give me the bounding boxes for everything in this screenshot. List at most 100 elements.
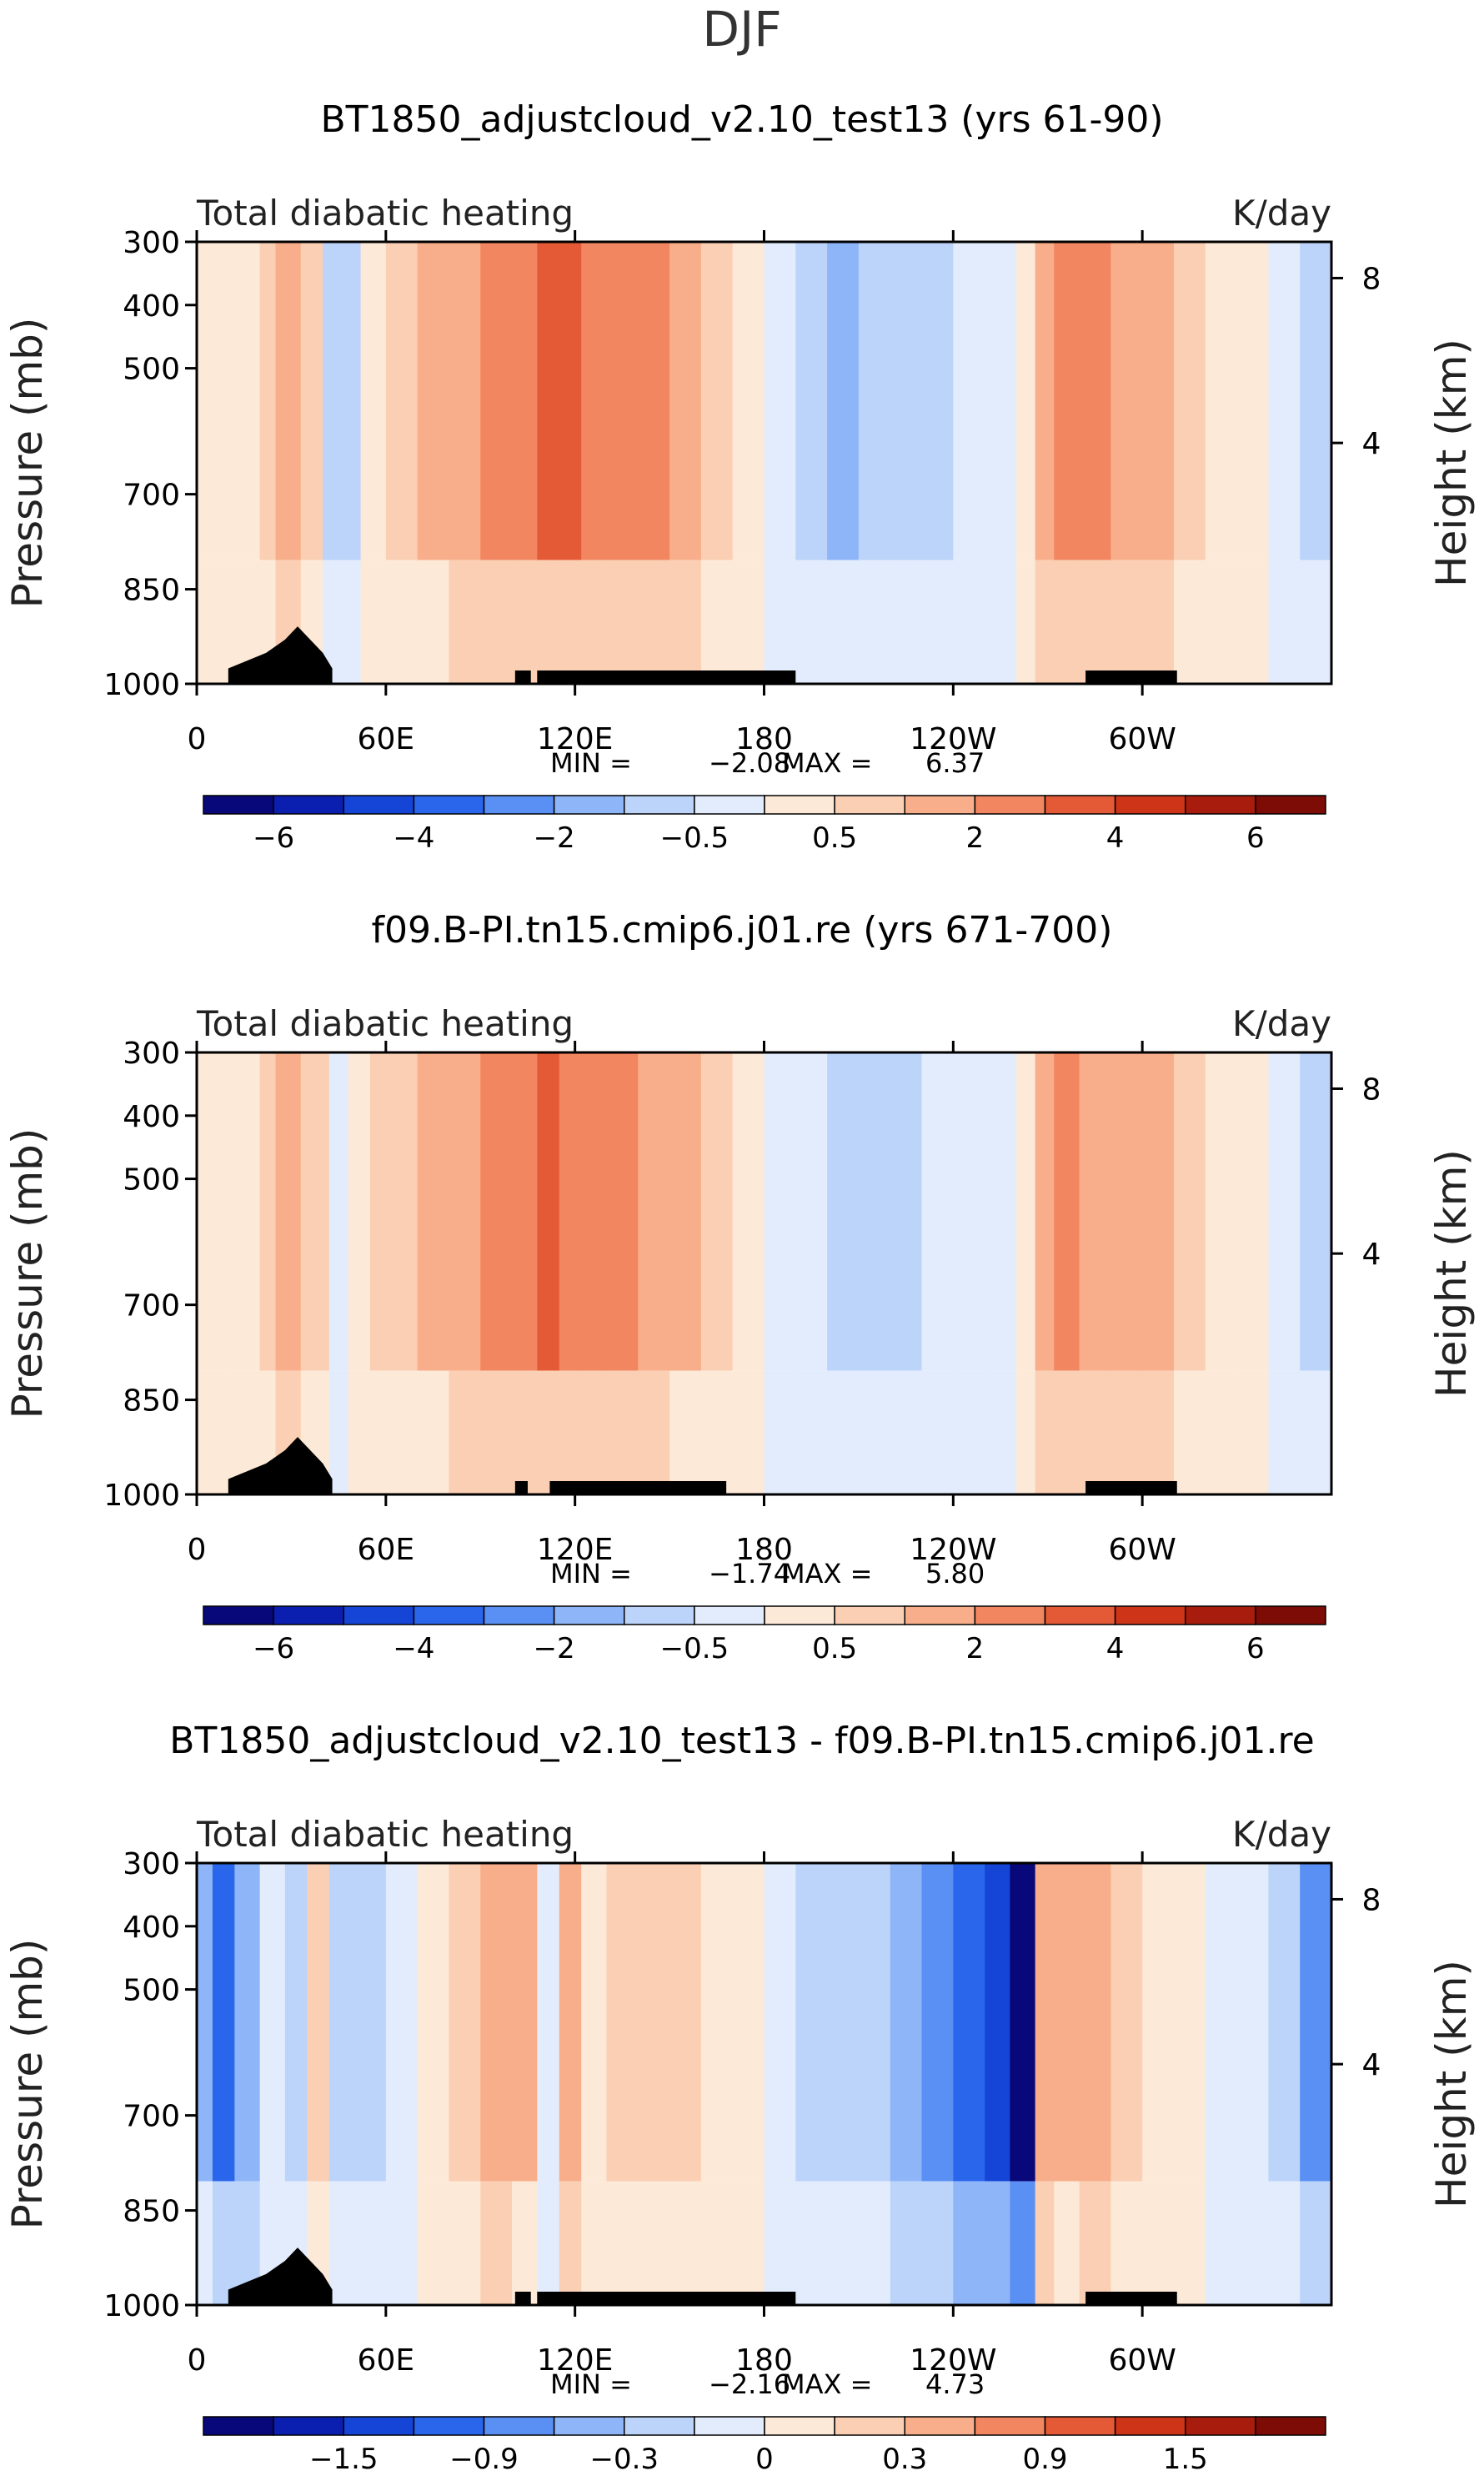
- panel-title: BT1850_adjustcloud_v2.10_test13 - f09.B-…: [169, 1720, 1314, 1762]
- field-cell: [985, 1370, 1017, 1494]
- field-cell: [985, 1052, 1017, 1371]
- field-cell: [537, 1863, 560, 2182]
- field-cell: [197, 1370, 229, 1494]
- field-cell: [512, 242, 539, 560]
- colorbar-swatch: [694, 795, 765, 815]
- field-cell: [890, 1052, 923, 1371]
- field-cell: [212, 1863, 236, 2182]
- colorbar-swatch: [974, 2416, 1046, 2436]
- field-cell: [512, 1863, 539, 2182]
- field-cell: [1173, 242, 1206, 560]
- x-tick-label: 180: [735, 2343, 793, 2378]
- y-tick-label: 300: [123, 226, 180, 260]
- field-cell: [300, 1052, 314, 1371]
- field-cell: [1300, 560, 1331, 684]
- y-axis-title: Pressure (mb): [3, 1939, 52, 2230]
- field-cell: [1015, 1052, 1036, 1371]
- field-cell: [1110, 2181, 1144, 2305]
- field-cell: [700, 560, 734, 684]
- colorbar-swatch: [904, 2416, 976, 2436]
- colorbar-swatch: [904, 1605, 976, 1625]
- colorbar-swatch: [273, 795, 344, 815]
- field-cell: [764, 2181, 797, 2305]
- field-cell: [537, 1052, 560, 1371]
- colorbar-label: 6: [1246, 1632, 1265, 1665]
- field-cell: [449, 1052, 482, 1371]
- field-cell: [197, 560, 229, 684]
- field-cell: [953, 1863, 986, 2182]
- field-cell: [795, 242, 829, 560]
- colorbar-label: 2: [966, 821, 985, 855]
- field-cell: [385, 1370, 419, 1494]
- field-cell: [1173, 1370, 1206, 1494]
- colorbar-label: −2: [534, 821, 575, 855]
- field-cell: [890, 2181, 923, 2305]
- y-tick-label: 400: [123, 1100, 180, 1134]
- field-cell: [369, 1370, 387, 1494]
- field-cell: [1205, 2181, 1238, 2305]
- field-cell: [985, 242, 1017, 560]
- field-cell: [480, 242, 514, 560]
- colorbar-swatch: [1255, 1605, 1326, 1625]
- field-cell: [1205, 1370, 1238, 1494]
- y-tick-label: 1000: [103, 2289, 180, 2323]
- colorbar-swatch: [1255, 2416, 1326, 2436]
- field-cell: [890, 242, 923, 560]
- field-cell: [1173, 1052, 1206, 1371]
- y-tick-label: 850: [123, 574, 180, 608]
- field-cell: [1300, 1370, 1331, 1494]
- field-cell: [638, 1863, 671, 2182]
- max-value: 5.80: [925, 1558, 985, 1590]
- colorbar-swatch: [974, 1605, 1046, 1625]
- field-cell: [606, 560, 639, 684]
- colorbar-label: 0.5: [812, 1632, 857, 1665]
- x-tick-label: 60E: [358, 722, 415, 756]
- field-cell: [953, 242, 986, 560]
- field-cell: [764, 1863, 797, 2182]
- field-cell: [1236, 242, 1270, 560]
- panel-subtitle-left: Total diabatic heating: [196, 193, 574, 234]
- field-cell: [1268, 1052, 1301, 1371]
- field-cell: [1010, 1863, 1036, 2182]
- field-cell: [417, 1370, 450, 1494]
- field-cell: [307, 1863, 330, 2182]
- field-cell: [606, 1370, 639, 1494]
- x-tick-label: 120W: [910, 1533, 996, 1567]
- field-cell: [1142, 1052, 1175, 1371]
- colorbar-swatch: [1255, 795, 1326, 815]
- colorbar-label: 4: [1106, 1632, 1125, 1665]
- field-cell: [1142, 560, 1175, 684]
- y-tick-label: 700: [123, 479, 180, 513]
- field-cell: [1035, 1863, 1055, 2182]
- field-cell: [1236, 560, 1270, 684]
- y-tick-label: 1000: [103, 668, 180, 702]
- field-cell: [732, 242, 765, 560]
- colorbar-label: 6: [1246, 821, 1265, 855]
- colorbar-label: −2: [534, 1632, 575, 1665]
- y-tick-label: 700: [123, 2100, 180, 2134]
- field-cell: [795, 1863, 829, 2182]
- field-cell: [480, 560, 514, 684]
- field-cell: [559, 560, 583, 684]
- colorbar-swatch: [413, 795, 485, 815]
- field-cell: [1035, 242, 1055, 560]
- field-cell: [606, 2181, 639, 2305]
- field-cell: [360, 242, 387, 560]
- field-cell: [827, 1863, 860, 2182]
- min-label: MIN =: [550, 747, 632, 779]
- field-cell: [1268, 1370, 1301, 1494]
- colorbar-swatch: [1185, 2416, 1256, 2436]
- field-cell: [537, 242, 560, 560]
- field-cell: [700, 242, 734, 560]
- field-cell: [795, 1370, 829, 1494]
- field-cell: [1035, 1052, 1055, 1371]
- field-cell: [1268, 560, 1301, 684]
- field-cell: [480, 1052, 514, 1371]
- heat-field: [197, 1863, 1331, 2305]
- colorbar-swatch: [1114, 795, 1186, 815]
- colorbar-swatch: [1044, 1605, 1116, 1625]
- field-cell: [921, 560, 955, 684]
- colorbar-label: −4: [393, 821, 434, 855]
- colorbar-label: 1.5: [1163, 2443, 1208, 2476]
- colorbar-label: 0: [755, 2443, 774, 2476]
